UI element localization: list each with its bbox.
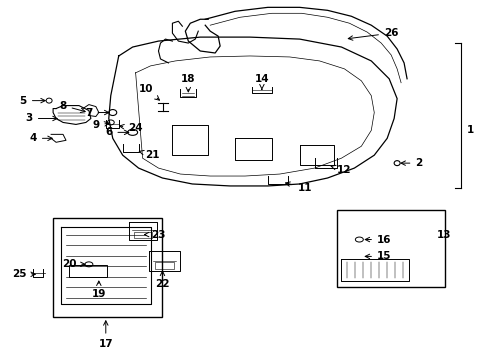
Text: 21: 21 (139, 150, 160, 160)
Bar (53, 218, 162, 317)
Text: 12: 12 (330, 165, 351, 175)
Bar (154, 262, 174, 269)
Text: 18: 18 (181, 74, 195, 92)
Text: 11: 11 (285, 182, 311, 193)
Text: 26: 26 (347, 28, 398, 40)
Text: 25: 25 (12, 269, 35, 279)
Bar (133, 231, 151, 238)
Text: 8: 8 (59, 100, 85, 113)
Text: 5: 5 (20, 96, 45, 105)
Text: 15: 15 (365, 251, 391, 261)
Bar (337, 210, 444, 287)
Text: 23: 23 (144, 230, 165, 239)
Text: 20: 20 (61, 259, 85, 269)
Text: 14: 14 (254, 74, 269, 89)
Text: 16: 16 (365, 234, 391, 244)
Text: 17: 17 (98, 321, 113, 349)
Text: 4: 4 (29, 133, 52, 143)
Text: 22: 22 (155, 271, 169, 289)
Text: 3: 3 (25, 113, 57, 123)
Text: 1: 1 (466, 125, 473, 135)
Bar (69, 265, 106, 277)
Text: 13: 13 (436, 230, 450, 239)
Text: 2: 2 (400, 158, 422, 168)
Text: 6: 6 (105, 127, 128, 138)
Text: 19: 19 (91, 281, 106, 299)
Text: 10: 10 (138, 84, 159, 100)
Text: 7: 7 (85, 108, 109, 117)
Text: 9: 9 (92, 121, 109, 130)
Text: 24: 24 (119, 123, 142, 134)
